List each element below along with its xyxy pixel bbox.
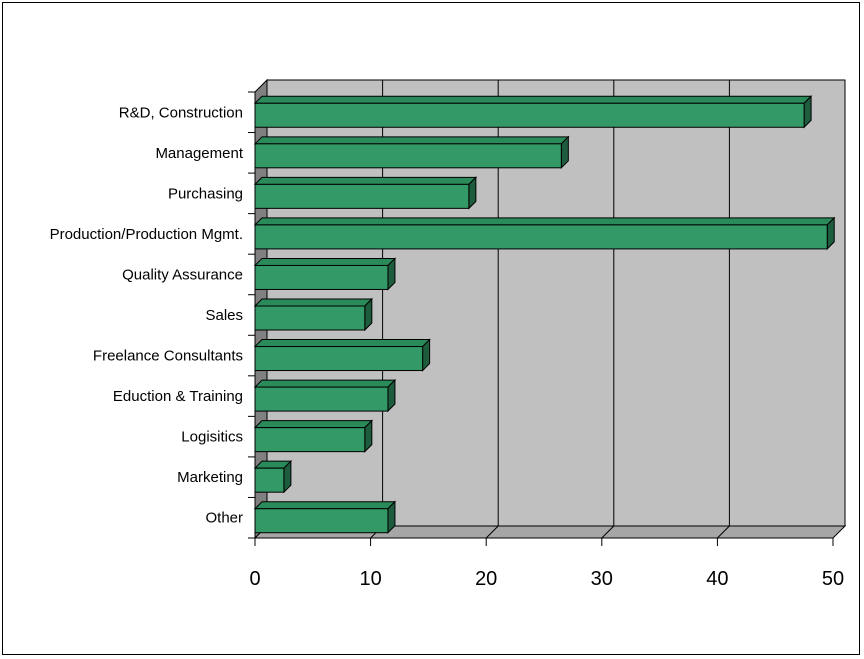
bar-chart: R&D, Construction Management Purchasing Pro…: [50, 78, 847, 590]
bar-front: [254, 264, 389, 290]
category-label: Purchasing: [168, 185, 243, 202]
bar: [253, 378, 397, 413]
x-tick-label: 20: [475, 568, 497, 590]
x-tick-label: 10: [359, 568, 381, 590]
x-tick-label: 50: [822, 568, 844, 590]
gridline: [601, 525, 615, 539]
bar-top: [253, 176, 478, 185]
bar-front: [254, 224, 828, 250]
category-label: Logisitics: [181, 429, 243, 446]
category-label: Quality Assurance: [122, 266, 243, 283]
bar: [253, 297, 374, 332]
category-labels: R&D, Construction Management Purchasing Pro…: [50, 104, 244, 526]
bar-top: [253, 339, 431, 348]
category-label: Marketing: [177, 469, 243, 486]
category-label: Sales: [205, 307, 243, 324]
bar: [253, 216, 836, 251]
bar-front: [254, 427, 366, 453]
category-label: Other: [205, 510, 243, 527]
category-label: Production/Production Mgmt.: [50, 226, 243, 243]
bar-top: [253, 95, 813, 104]
category-label: Management: [155, 145, 243, 162]
bar: [253, 95, 813, 129]
gridline: [485, 525, 499, 539]
bar-top: [253, 501, 397, 510]
bar-front: [254, 467, 285, 493]
x-tick-label: 40: [706, 568, 728, 590]
category-label: Freelance Consultants: [93, 348, 243, 365]
bar-front: [254, 183, 470, 209]
category-label: R&D, Construction: [119, 104, 243, 121]
bars: [253, 95, 836, 534]
bar: [253, 459, 293, 494]
bar-top: [253, 136, 570, 145]
bar-top: [253, 257, 397, 266]
gridline: [717, 525, 730, 539]
bar-top: [253, 379, 397, 388]
bar: [253, 135, 570, 170]
bar-front: [254, 508, 389, 534]
bar-top: [253, 217, 836, 226]
bar-front: [254, 346, 424, 372]
bar-top: [253, 298, 374, 307]
bar: [253, 419, 374, 453]
bar: [253, 338, 431, 372]
tick-labels: 0 10 20 30 40 50: [249, 568, 844, 590]
bar: [253, 257, 397, 291]
bar-front: [254, 102, 805, 128]
x-tick-label: 30: [591, 568, 613, 590]
bar-top: [253, 420, 374, 429]
bar-front: [254, 386, 389, 412]
bar-front: [254, 143, 562, 169]
bar: [253, 500, 397, 534]
bar-front: [254, 305, 366, 331]
category-label: Eduction & Training: [113, 388, 243, 405]
x-tick-label: 0: [249, 568, 260, 590]
bar: [253, 176, 478, 210]
